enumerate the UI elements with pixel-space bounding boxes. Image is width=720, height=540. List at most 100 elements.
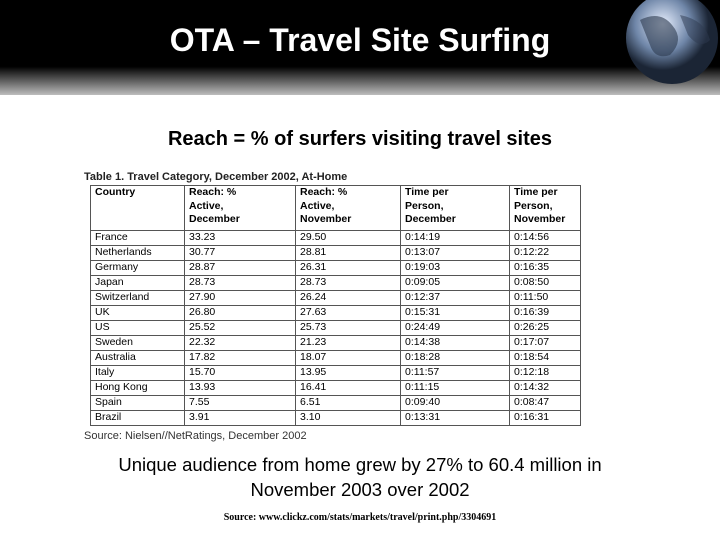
table-cell: 17.82 [184,350,296,366]
header-line: December [405,213,456,225]
table-cell: 0:24:49 [400,320,510,336]
table-cell: 0:17:07 [509,335,581,351]
header-line: November [300,213,352,225]
header-cell: Reach: % Active, November [295,185,401,231]
table-cell: Japan [90,275,185,291]
table-cell: US [90,320,185,336]
header-line: Active, [189,199,224,212]
table-cell: France [90,230,185,246]
table-cell: 0:11:15 [400,380,510,396]
table-cell: 0:16:35 [509,260,581,276]
table-cell: 28.81 [295,245,401,261]
table-cell: 0:18:28 [400,350,510,366]
table-cell: 0:16:39 [509,305,581,321]
table-cell: Netherlands [90,245,185,261]
table-cell: 25.52 [184,320,296,336]
table-cell: 33.23 [184,230,296,246]
table-row: Hong Kong 13.93 16.41 0:11:15 0:14:32 [90,380,581,396]
table-row: Spain 7.55 6.51 0:09:40 0:08:47 [90,395,581,411]
table-cell: Germany [90,260,185,276]
table-cell: 0:12:18 [509,365,581,381]
table-cell: Australia [90,350,185,366]
table-cell: 0:16:31 [509,410,581,426]
header-bar [0,0,720,95]
header-line: Time per [405,186,449,198]
table-cell: 0:13:07 [400,245,510,261]
table-cell: 28.73 [295,275,401,291]
table-cell: 29.50 [295,230,401,246]
body-text: November 2003 over 2002 [250,479,470,500]
table-source: Source: Nielsen//NetRatings, December 20… [84,430,307,442]
header-cell: Reach: % Active, December [184,185,296,231]
body-text: Unique audience from home grew by 27% to… [118,454,602,475]
data-table: Country Reach: % Active, December Reach: % Ac… [90,185,581,426]
table-cell: 0:19:03 [400,260,510,276]
header-line: Country [95,186,136,198]
table-row: Australia 17.82 18.07 0:18:28 0:18:54 [90,350,581,366]
table-cell: 0:12:37 [400,290,510,306]
table-cell: Spain [90,395,185,411]
header-line: Reach: % [189,186,237,198]
subtitle: Reach = % of surfers visiting travel sit… [167,128,553,150]
table-cell: 0:15:31 [400,305,510,321]
table-row: Germany 28.87 26.31 0:19:03 0:16:35 [90,260,581,276]
table-cell: 18.07 [295,350,401,366]
title: OTA – Travel Site Surfing [169,22,551,58]
header-cell: Time per Person, November [509,185,581,231]
header-cell: Country [90,185,185,231]
table-cell: 0:09:40 [400,395,510,411]
table-cell: Brazil [90,410,185,426]
table-row: France 33.23 29.50 0:14:19 0:14:56 [90,230,581,246]
table-row: Switzerland 27.90 26.24 0:12:37 0:11:50 [90,290,581,306]
table-cell: 16.41 [295,380,401,396]
header-line: Active, [300,199,335,212]
header-line: Person, [405,199,444,212]
table-caption: Table 1. Travel Category, December 2002,… [84,171,348,183]
table-cell: 0:14:56 [509,230,581,246]
header-cell: Time per Person, December [400,185,510,231]
table-cell: 27.63 [295,305,401,321]
header-row: Country Reach: % Active, December Reach: % Ac… [90,185,581,231]
table-cell: 25.73 [295,320,401,336]
table-cell: 0:26:25 [509,320,581,336]
table-cell: Italy [90,365,185,381]
table-row: Italy 15.70 13.95 0:11:57 0:12:18 [90,365,581,381]
table-cell: UK [90,305,185,321]
table-cell: 26.31 [295,260,401,276]
table-cell: 28.73 [184,275,296,291]
table-cell: 0:11:57 [400,365,510,381]
table-cell: 13.93 [184,380,296,396]
table-cell: Sweden [90,335,185,351]
table-cell: 3.10 [295,410,401,426]
table-cell: 0:14:38 [400,335,510,351]
table-cell: 26.80 [184,305,296,321]
table-cell: 26.24 [295,290,401,306]
footer-source: Source: www.clickz.com/stats/markets/tra… [223,512,497,523]
table-cell: 28.87 [184,260,296,276]
table-cell: 0:13:31 [400,410,510,426]
header-line: Person, [514,199,553,212]
table-cell: 0:12:22 [509,245,581,261]
table-cell: 15.70 [184,365,296,381]
table-cell: 0:14:19 [400,230,510,246]
header-line: November [514,213,566,225]
header-line: Reach: % [300,186,348,198]
header-line: December [189,213,240,225]
table-cell: 0:08:50 [509,275,581,291]
table-cell: Switzerland [90,290,185,306]
table-row: Japan 28.73 28.73 0:09:05 0:08:50 [90,275,581,291]
header-line: Time per [514,186,558,198]
table-row: US 25.52 25.73 0:24:49 0:26:25 [90,320,581,336]
table-cell: 0:08:47 [509,395,581,411]
table-row: Sweden 22.32 21.23 0:14:38 0:17:07 [90,335,581,351]
table-cell: 13.95 [295,365,401,381]
table-row: Brazil 3.91 3.10 0:13:31 0:16:31 [90,410,581,426]
table-row: Netherlands 30.77 28.81 0:13:07 0:12:22 [90,245,581,261]
table-cell: 0:14:32 [509,380,581,396]
table-cell: 7.55 [184,395,296,411]
table-cell: 27.90 [184,290,296,306]
table-cell: 30.77 [184,245,296,261]
table-cell: 21.23 [295,335,401,351]
table-cell: 0:11:50 [509,290,581,306]
